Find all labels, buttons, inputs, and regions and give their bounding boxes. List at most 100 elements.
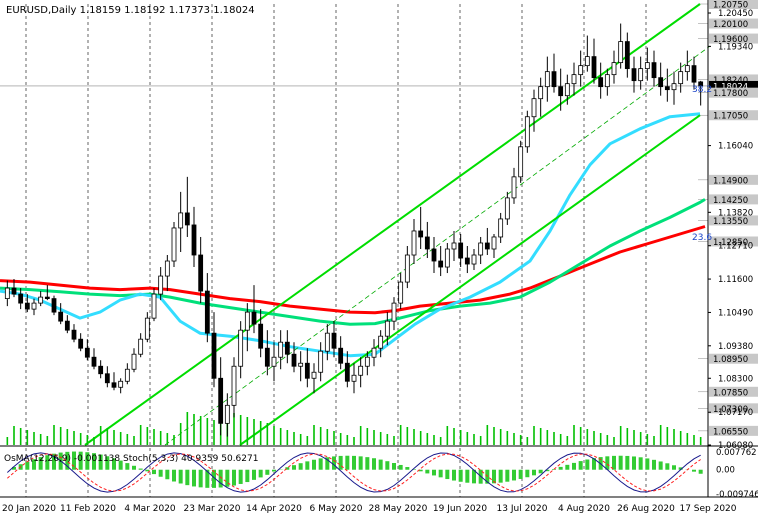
y-tick-label: 1.20450 bbox=[718, 9, 753, 19]
candle-body bbox=[638, 68, 644, 82]
moving-average-line bbox=[0, 225, 706, 315]
candle-body bbox=[484, 242, 490, 250]
candle-body bbox=[164, 260, 170, 277]
trend-channel-line bbox=[84, 3, 701, 446]
candle-body bbox=[438, 260, 444, 268]
candle-body bbox=[284, 341, 290, 355]
stoch-signal-line bbox=[7, 453, 701, 492]
x-tick-label: 11 Feb 2020 bbox=[60, 504, 116, 514]
level-label: 1.14900 bbox=[713, 176, 748, 186]
candle-body bbox=[351, 374, 357, 382]
y-tick-label: 1.13820 bbox=[718, 208, 753, 218]
candle-body bbox=[418, 230, 424, 238]
candle-body bbox=[324, 332, 330, 352]
level-label-box bbox=[709, 236, 758, 247]
x-tick-label: 13 Jul 2020 bbox=[497, 504, 548, 514]
candle-body bbox=[251, 311, 257, 325]
current-price-label: 1.18024 bbox=[713, 82, 748, 92]
candle-body bbox=[198, 254, 204, 292]
candle-body bbox=[204, 290, 210, 334]
candle-body bbox=[404, 254, 410, 283]
candle-body bbox=[224, 404, 230, 424]
level-label: 1.13550 bbox=[713, 217, 748, 227]
candle-body bbox=[91, 356, 97, 367]
candle-body bbox=[44, 296, 50, 300]
candle-body bbox=[258, 323, 264, 349]
candle-body bbox=[644, 62, 650, 70]
x-tick-label: 14 Apr 2020 bbox=[246, 504, 302, 514]
candle-body bbox=[98, 365, 104, 375]
candle-body bbox=[658, 77, 664, 88]
candle-body bbox=[244, 311, 250, 331]
level-label: 1.19600 bbox=[713, 35, 748, 45]
candle-body bbox=[691, 65, 697, 83]
candle-body bbox=[124, 368, 130, 382]
candle-body bbox=[24, 302, 30, 310]
candle-body bbox=[4, 287, 10, 300]
current-price-box bbox=[709, 80, 758, 91]
level-label-box bbox=[709, 74, 758, 85]
candle-body bbox=[231, 365, 237, 406]
candle-body bbox=[684, 65, 690, 73]
candle-body bbox=[371, 347, 377, 358]
candle-body bbox=[111, 382, 117, 388]
level-label-box bbox=[709, 110, 758, 121]
candle-body bbox=[491, 236, 497, 250]
level-label: 1.06550 bbox=[713, 427, 748, 437]
candle-body bbox=[538, 86, 544, 100]
level-label: 1.08950 bbox=[713, 355, 748, 365]
trend-channel-line bbox=[164, 45, 711, 446]
candle-body bbox=[271, 356, 277, 367]
x-tick-label: 19 Jun 2020 bbox=[433, 504, 487, 514]
candle-body bbox=[498, 218, 504, 238]
x-tick-label: 4 Mar 2020 bbox=[124, 504, 176, 514]
candle-body bbox=[318, 350, 324, 373]
candle-body bbox=[604, 74, 610, 88]
candle-body bbox=[651, 62, 657, 79]
candle-body bbox=[511, 176, 517, 199]
candle-body bbox=[364, 356, 370, 367]
y-tick-label: 1.19340 bbox=[718, 42, 753, 52]
candle-body bbox=[504, 197, 510, 220]
level-label: 1.14250 bbox=[713, 196, 748, 206]
candle-body bbox=[84, 347, 90, 358]
candle-body bbox=[698, 81, 704, 87]
level-label-box bbox=[709, 0, 758, 9]
candle-body bbox=[64, 320, 70, 331]
y-tick-label: 1.16040 bbox=[718, 142, 753, 152]
candle-body bbox=[398, 281, 404, 304]
candle-body bbox=[631, 68, 637, 82]
y-tick-label: 1.09380 bbox=[718, 342, 753, 352]
fib-label-38-2: 38.2 bbox=[692, 85, 712, 95]
chart-header: EURUSD,Daily 1.18159 1.18192 1.17373 1.1… bbox=[6, 5, 255, 16]
osma-tick-label: 0.00 bbox=[716, 466, 735, 476]
candle-body bbox=[611, 62, 617, 76]
candle-body bbox=[571, 74, 577, 85]
candle-body bbox=[218, 377, 224, 424]
candle-body bbox=[58, 311, 64, 322]
level-label: 1.07300 bbox=[713, 405, 748, 415]
y-tick-label: 1.11600 bbox=[718, 275, 753, 285]
candle-body bbox=[578, 65, 584, 76]
level-label-box bbox=[709, 353, 758, 364]
candle-body bbox=[331, 332, 337, 349]
candle-body bbox=[478, 242, 484, 256]
candle-body bbox=[311, 371, 317, 379]
level-label-box bbox=[709, 403, 758, 414]
candle-body bbox=[184, 212, 190, 226]
candle-body bbox=[451, 242, 457, 250]
candle-body bbox=[444, 248, 450, 268]
level-label-box bbox=[709, 174, 758, 185]
candle-body bbox=[131, 353, 137, 370]
candle-body bbox=[211, 332, 217, 379]
candle-body bbox=[304, 362, 310, 379]
osma-tick-label: 0.007762 bbox=[716, 448, 757, 458]
candle-body bbox=[178, 212, 184, 229]
candle-body bbox=[618, 41, 624, 64]
candle-body bbox=[144, 317, 150, 340]
candle-body bbox=[171, 227, 177, 262]
level-label-box bbox=[709, 87, 758, 98]
osma-tick-label: -0.009746 bbox=[716, 490, 758, 500]
candle-body bbox=[104, 373, 110, 384]
